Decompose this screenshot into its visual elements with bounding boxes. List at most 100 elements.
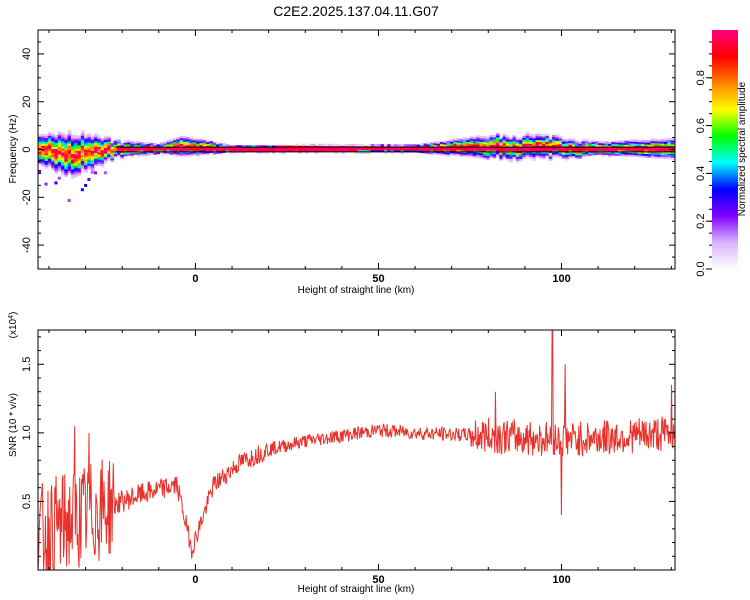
spectrogram-cell [67, 198, 71, 202]
spectrogram-cell [519, 147, 523, 150]
spectrogram-cell [667, 141, 671, 145]
spectrogram-cell [304, 147, 309, 150]
spectrogram-cell [456, 142, 461, 145]
spectrogram-cell [453, 151, 457, 154]
spectrogram-cell [44, 149, 49, 152]
spectrogram-cell [51, 150, 55, 153]
spectrogram-cell [67, 170, 72, 173]
spectrogram-cell [136, 140, 141, 144]
spectrogram-cell [252, 149, 256, 152]
spectrogram-cell [61, 163, 65, 166]
spectrogram-cell [492, 138, 497, 142]
spectrogram-cell [47, 141, 52, 144]
spectrogram-cell [255, 145, 260, 148]
spectrogram-cell [584, 142, 589, 145]
spectrogram-cell [433, 152, 438, 155]
spectrogram-cell [588, 153, 592, 156]
spectrogram-cell [617, 142, 622, 145]
spectrogram-cell [627, 141, 632, 144]
spectrogram-cell [667, 157, 671, 160]
spectrogram-cell [634, 152, 639, 156]
spectrogram-cell [558, 136, 563, 139]
spectrogram-cell [495, 142, 500, 146]
spectrogram-cell [463, 154, 467, 157]
spectrogram-cell [575, 139, 579, 143]
spectrogram-cell [314, 149, 319, 152]
spectrogram-cell [667, 153, 671, 156]
spectrogram-cell [90, 161, 95, 165]
spectrogram-cell [673, 144, 675, 147]
spectrogram-cell [130, 143, 134, 146]
spectrogram-cell [611, 153, 615, 156]
spectrogram-cell [57, 138, 62, 142]
colorbar-gradient [712, 30, 738, 269]
spectrogram-cell [120, 152, 125, 155]
spectrogram-cell [469, 153, 474, 156]
spectrogram-cell [512, 135, 517, 138]
spectrogram-cell [64, 140, 69, 143]
spectrogram-cell [446, 148, 451, 151]
spectrogram-cell [169, 142, 174, 146]
spectrogram-cell [258, 149, 263, 152]
spectrogram-cell [61, 167, 65, 170]
spectrogram-cell [87, 140, 92, 143]
spectrogram-cell [192, 153, 197, 156]
spectrogram-cell [41, 151, 45, 154]
y-tick-label: 20 [21, 96, 33, 108]
spectrogram-cell [285, 147, 289, 150]
spectrogram-cell [229, 149, 233, 152]
spectrogram-cell [90, 140, 95, 144]
spectrogram-cell [61, 153, 65, 157]
spectrogram-cell [426, 149, 431, 153]
spectrogram-cell [430, 150, 434, 153]
spectrogram-cell [222, 146, 227, 150]
spectrogram-cell [206, 141, 210, 144]
spectrogram-cell [103, 147, 108, 150]
spectrogram-cell [640, 149, 645, 152]
spectrogram-cell [54, 165, 59, 169]
spectrogram-cell [565, 146, 569, 150]
spectrogram-cell [354, 143, 358, 147]
spectrogram-cell [38, 147, 42, 150]
spectrogram-cell [126, 143, 131, 147]
spectrogram-cell [581, 154, 586, 157]
spectrogram-cell [110, 142, 115, 146]
spectrogram-cell [654, 142, 658, 146]
spectrogram-cell [515, 146, 520, 150]
spectrogram-cell [87, 144, 92, 147]
spectrogram-cell [627, 148, 632, 151]
spectrogram-cell [61, 140, 65, 143]
spectrogram-cell [265, 147, 270, 150]
spectrogram-cell [327, 143, 332, 147]
spectrogram-cell [601, 152, 606, 155]
spectrogram-cell [54, 160, 59, 163]
spectrogram-cell [123, 152, 128, 155]
spectrogram-cell [466, 147, 471, 150]
spectrogram-cell [163, 143, 167, 146]
spectrogram-cell [182, 152, 187, 156]
spectrogram-cell [469, 142, 474, 145]
spectrogram-cell [206, 143, 210, 146]
spectrogram-cell [528, 137, 533, 141]
spectrogram-cell [97, 148, 101, 151]
spectrogram-cell [482, 147, 487, 150]
spectrogram-cell [512, 143, 517, 146]
spectrogram-cell [103, 136, 108, 139]
spectrogram-cell [664, 147, 668, 150]
spectrogram-cell [74, 157, 78, 161]
spectrogram-cell [502, 144, 507, 148]
spectrogram-cell [453, 137, 457, 141]
spectrogram-cell [377, 149, 382, 153]
spectrogram-cell [206, 149, 210, 152]
spectrogram-cell [176, 142, 181, 145]
spectrogram-cell [545, 133, 550, 137]
spectrogram-cell [61, 148, 65, 151]
spectrogram-cell [94, 142, 98, 146]
spectrogram-cell [505, 137, 510, 140]
spectrogram-cell [515, 160, 520, 163]
spectrogram-cell [38, 162, 42, 166]
spectrogram-cell [94, 152, 98, 155]
spectrogram-cell [446, 144, 451, 147]
spectrogram-cell [644, 140, 648, 143]
